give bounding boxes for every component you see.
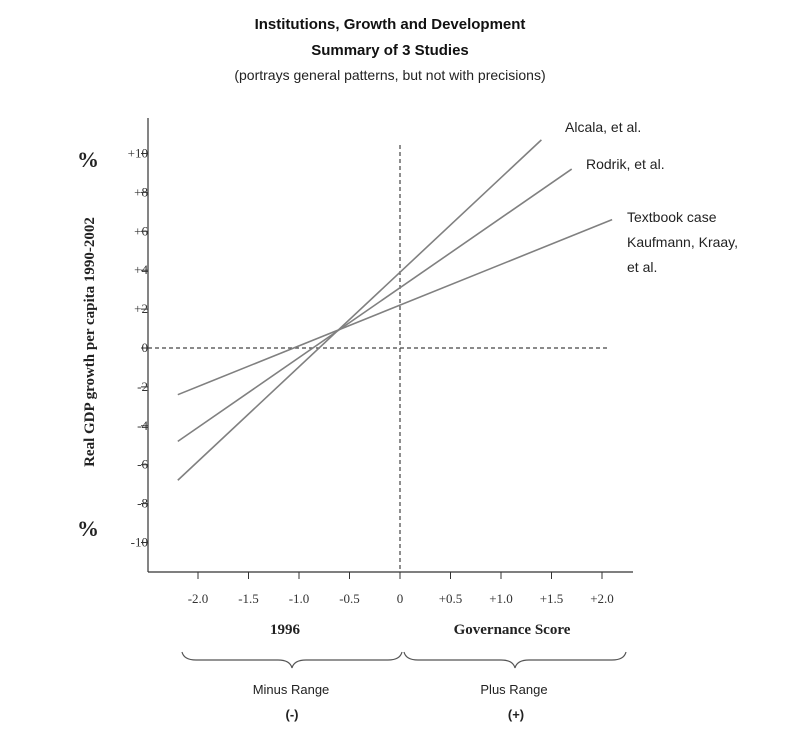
- series-label-1: Alcala, et al.: [565, 119, 641, 135]
- series-label-3: Kaufmann, Kraay,: [627, 234, 738, 250]
- y-tick-label: +10: [128, 146, 148, 161]
- series-label-3: Textbook case: [627, 209, 717, 225]
- y-tick-label: -4: [137, 418, 148, 433]
- y-tick-label: -2: [137, 379, 148, 394]
- y-tick-label: +2: [134, 301, 148, 316]
- series-line-2: [177, 168, 573, 443]
- y-tick-label: -6: [137, 457, 148, 472]
- x-tick-label: +1.5: [540, 591, 564, 606]
- plus-range-label: Plus Range: [480, 682, 547, 697]
- x-tick-label: -0.5: [339, 591, 360, 606]
- series-line-3: [177, 218, 613, 396]
- y-tick-label: 0: [142, 340, 149, 355]
- plus-range-sign: (+): [508, 707, 524, 722]
- plus-range-brace: [403, 651, 627, 669]
- chart-title: Institutions, Growth and Development: [255, 16, 526, 33]
- minus-range-label: Minus Range: [253, 682, 330, 697]
- x-tick-label: -2.0: [188, 591, 209, 606]
- chart-subtitle: Summary of 3 Studies: [311, 42, 469, 59]
- series-line-1: [177, 139, 542, 481]
- y-tick-label: +4: [134, 262, 148, 277]
- x-axis-label-left: 1996: [270, 622, 301, 638]
- x-tick-label: +0.5: [439, 591, 463, 606]
- x-tick-label: 0: [397, 591, 404, 606]
- y-unit-bottom: %: [77, 516, 99, 541]
- x-tick-label: +1.0: [489, 591, 513, 606]
- x-tick-label: +2.0: [590, 591, 614, 606]
- y-tick-label: -10: [131, 535, 148, 550]
- chart-note: (portrays general patterns, but not with…: [234, 67, 545, 83]
- y-tick-label: +6: [134, 223, 148, 238]
- minus-range-sign: (-): [286, 707, 299, 722]
- x-tick-label: -1.0: [289, 591, 310, 606]
- y-axis-label: Real GDP growth per capita 1990-2002: [82, 217, 98, 467]
- y-tick-label: -8: [137, 496, 148, 511]
- series-label-3: et al.: [627, 259, 657, 275]
- x-tick-label: -1.5: [238, 591, 259, 606]
- series-label-2: Rodrik, et al.: [586, 156, 665, 172]
- y-tick-label: +8: [134, 184, 148, 199]
- y-unit-top: %: [77, 147, 99, 172]
- minus-range-brace: [181, 651, 403, 669]
- x-axis-label-right: Governance Score: [454, 622, 571, 638]
